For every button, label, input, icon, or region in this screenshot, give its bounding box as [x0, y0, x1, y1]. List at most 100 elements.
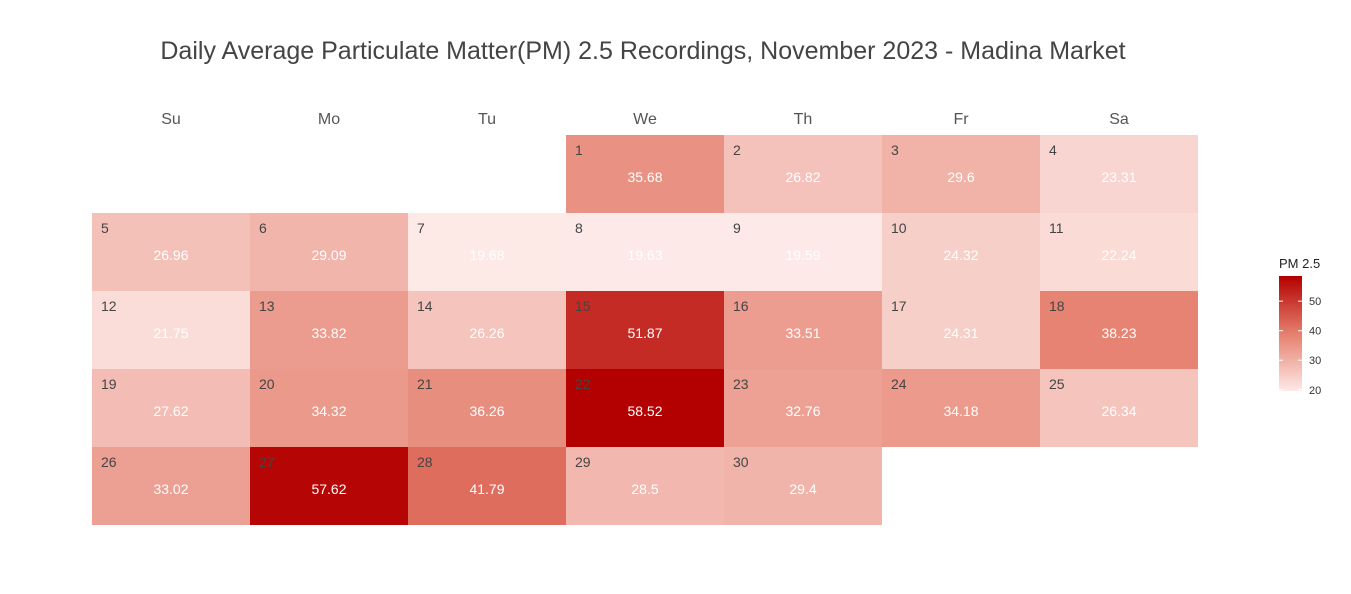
cell-fill: [882, 291, 1040, 369]
legend-title: PM 2.5: [1279, 256, 1320, 271]
cell-fill: [408, 213, 566, 291]
day-number: 26: [101, 454, 117, 470]
cell-fill: [250, 291, 408, 369]
calendar-cell: 29 28.5: [566, 447, 724, 525]
chart-title: Daily Average Particulate Matter(PM) 2.5…: [160, 37, 1125, 65]
day-number: 20: [259, 376, 275, 392]
value-label: 22.24: [1101, 247, 1136, 263]
value-label: 21.75: [153, 325, 188, 341]
cell-fill: [1040, 369, 1198, 447]
cell-fill: [250, 369, 408, 447]
legend-tick-label: 30: [1309, 355, 1321, 367]
day-number: 19: [101, 376, 117, 392]
calendar-cell: 10 24.32: [882, 213, 1040, 291]
calendar-cell: 22 58.52: [566, 369, 724, 447]
value-label: 19.68: [469, 247, 504, 263]
legend-ticks: 20 30 40 50: [1279, 296, 1321, 397]
weekday-label-tu: Tu: [478, 111, 496, 128]
cell-fill: [566, 291, 724, 369]
calendar-cell: 21 36.26: [408, 369, 566, 447]
value-label: 32.76: [785, 403, 820, 419]
calendar-cell: 526.96: [92, 213, 250, 291]
cell-fill: [1040, 135, 1198, 213]
value-label: 28.5: [631, 481, 658, 497]
day-number: 28: [417, 454, 433, 470]
cell-fill: [92, 369, 250, 447]
cell-fill: [724, 213, 882, 291]
cell-fill: [724, 291, 882, 369]
value-label: 29.6: [947, 169, 974, 185]
calendar-cell: 423.31: [1040, 135, 1198, 213]
cell-fill: [92, 447, 250, 525]
day-number: 3: [891, 142, 899, 158]
value-label: 29.4: [789, 481, 816, 497]
calendar-cell: 919.59: [724, 213, 882, 291]
cell-fill: [566, 447, 724, 525]
calendar-cell: 11 22.24: [1040, 213, 1198, 291]
calendar-cell: 14 26.26: [408, 291, 566, 369]
calendar-cell: 23 32.76: [724, 369, 882, 447]
calendar-cell: 30 29.4: [724, 447, 882, 525]
day-number: 15: [575, 298, 591, 314]
calendar-cell: 27 57.62: [250, 447, 408, 525]
day-number: 18: [1049, 298, 1065, 314]
value-label: 19.63: [627, 247, 662, 263]
weekday-label-sa: Sa: [1109, 111, 1129, 128]
value-label: 33.51: [785, 325, 820, 341]
day-number: 11: [1049, 220, 1064, 236]
day-number: 22: [575, 376, 591, 392]
cell-fill: [250, 213, 408, 291]
cell-fill: [882, 135, 1040, 213]
day-number: 14: [417, 298, 433, 314]
value-label: 29.09: [311, 247, 346, 263]
calendar-cell: 719.68: [408, 213, 566, 291]
calendar-cell: 20 34.32: [250, 369, 408, 447]
cell-fill: [566, 213, 724, 291]
calendar-cell: 819.63: [566, 213, 724, 291]
value-label: 33.82: [311, 325, 346, 341]
cell-fill: [724, 135, 882, 213]
cell-fill: [724, 447, 882, 525]
calendar-cell: 24 34.18: [882, 369, 1040, 447]
day-number: 5: [101, 220, 109, 236]
cell-fill: [882, 213, 1040, 291]
cell-fill: [250, 447, 408, 525]
calendar-cell: 19 27.62: [92, 369, 250, 447]
day-number: 6: [259, 220, 267, 236]
calendar-cell: 629.09: [250, 213, 408, 291]
day-number: 12: [101, 298, 117, 314]
day-number: 16: [733, 298, 749, 314]
calendar-cell: 26 33.02: [92, 447, 250, 525]
calendar-cell: 12 21.75: [92, 291, 250, 369]
value-label: 34.18: [943, 403, 978, 419]
cell-fill: [566, 135, 724, 213]
calendar-cell: 329.6: [882, 135, 1040, 213]
day-number: 21: [417, 376, 433, 392]
cell-fill: [724, 369, 882, 447]
value-label: 26.82: [785, 169, 820, 185]
calendar-cell: 135.68: [566, 135, 724, 213]
calendar-cells: 135.68226.82329.6423.31526.96629.09719.6…: [92, 135, 1198, 525]
weekday-headers: Su Mo Tu We Th Fr Sa: [161, 111, 1129, 128]
day-number: 13: [259, 298, 275, 314]
calendar-cell: 16 33.51: [724, 291, 882, 369]
weekday-label-we: We: [633, 111, 657, 128]
value-label: 27.62: [153, 403, 188, 419]
value-label: 24.31: [943, 325, 978, 341]
calendar-cell: 13 33.82: [250, 291, 408, 369]
value-label: 36.26: [469, 403, 504, 419]
calendar-cell: 226.82: [724, 135, 882, 213]
cell-fill: [408, 447, 566, 525]
value-label: 33.02: [153, 481, 188, 497]
cell-fill: [882, 369, 1040, 447]
calendar-cell: 18 38.23: [1040, 291, 1198, 369]
cell-fill: [408, 369, 566, 447]
value-label: 51.87: [627, 325, 662, 341]
value-label: 24.32: [943, 247, 978, 263]
value-label: 19.59: [785, 247, 820, 263]
day-number: 4: [1049, 142, 1057, 158]
legend-colorbar: [1279, 276, 1302, 391]
day-number: 24: [891, 376, 907, 392]
weekday-label-th: Th: [794, 111, 813, 128]
